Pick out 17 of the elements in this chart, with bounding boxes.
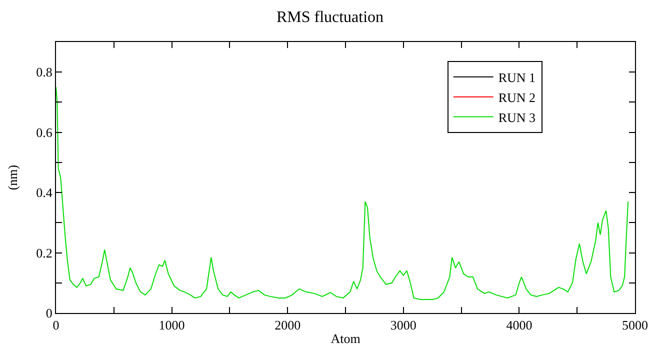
- line-series: [56, 86, 629, 300]
- x-tick-label: 3000: [390, 318, 416, 333]
- x-tick-label: 2000: [274, 318, 301, 333]
- y-tick-label: 0.2: [36, 245, 52, 260]
- x-axis-title: Atom: [330, 331, 360, 346]
- legend-label: RUN 1: [498, 70, 536, 85]
- x-tick-label: 1000: [158, 318, 185, 333]
- y-tick-label: 0.6: [36, 124, 53, 140]
- y-tick-label: 0: [46, 306, 52, 321]
- y-tick-label: 0.4: [36, 185, 53, 200]
- legend-label: RUN 2: [498, 90, 536, 105]
- x-tick-label: 5000: [622, 318, 648, 333]
- x-tick-label: 4000: [506, 318, 532, 333]
- chart-title: RMS fluctuation: [276, 8, 384, 26]
- y-tick-label: 0.8: [36, 64, 52, 80]
- y-axis-title: (nm): [5, 164, 20, 190]
- legend-label: RUN 3: [498, 110, 536, 125]
